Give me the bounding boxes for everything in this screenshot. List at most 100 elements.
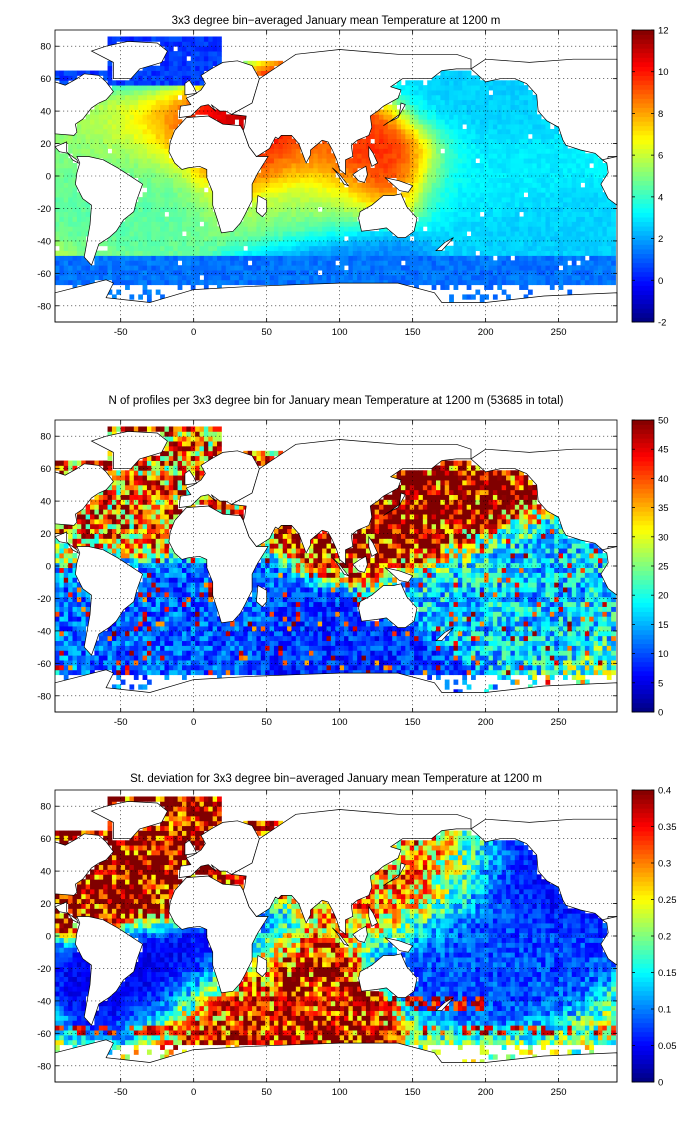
heatmap-cell xyxy=(523,85,529,91)
heatmap-cell xyxy=(164,255,170,261)
heatmap-cell xyxy=(63,523,69,530)
heatmap-cell xyxy=(278,211,284,217)
heatmap-cell xyxy=(554,158,560,164)
heatmap-cell xyxy=(199,55,205,62)
heatmap-cell xyxy=(186,172,192,179)
heatmap-cell xyxy=(138,630,143,637)
heatmap-cell xyxy=(352,226,358,232)
heatmap-cell xyxy=(142,284,148,290)
heatmap-cell xyxy=(68,197,73,203)
heatmap-cell xyxy=(177,216,183,222)
heatmap-cell xyxy=(414,236,419,242)
heatmap-cell xyxy=(396,109,402,115)
heatmap-cell xyxy=(313,240,319,247)
heatmap-cell xyxy=(63,601,69,607)
heatmap-cell xyxy=(352,255,358,261)
heatmap-cell xyxy=(76,626,82,632)
heatmap-cell xyxy=(103,533,108,539)
heatmap-cell xyxy=(357,143,362,149)
heatmap-cell xyxy=(195,221,200,227)
heatmap-cell xyxy=(111,255,117,261)
heatmap-cell xyxy=(142,514,148,520)
heatmap-cell xyxy=(357,201,362,208)
heatmap-cell xyxy=(580,216,586,222)
heatmap-cell xyxy=(300,236,306,242)
heatmap-cell xyxy=(510,231,516,237)
heatmap-cell xyxy=(103,124,108,130)
heatmap-cell xyxy=(186,65,192,71)
heatmap-cell xyxy=(111,669,117,676)
heatmap-cell xyxy=(278,163,284,169)
heatmap-cell xyxy=(125,538,130,544)
heatmap-cell xyxy=(199,51,205,57)
heatmap-cell xyxy=(593,260,599,266)
heatmap-cell xyxy=(444,236,450,242)
heatmap-cell xyxy=(383,279,389,286)
heatmap-cell xyxy=(422,104,428,110)
heatmap-cell xyxy=(282,240,288,247)
heatmap-cell xyxy=(492,128,498,135)
heatmap-cell xyxy=(435,216,441,222)
heatmap-cell xyxy=(72,163,78,169)
heatmap-cell xyxy=(225,274,231,281)
heatmap-cell xyxy=(527,172,533,179)
heatmap-cell xyxy=(68,621,73,627)
heatmap-cell xyxy=(418,216,424,222)
panel-title: N of profiles per 3x3 degree bin for Jan… xyxy=(109,395,564,407)
heatmap-cell xyxy=(76,133,82,140)
heatmap-cell xyxy=(431,201,437,208)
heatmap-cell xyxy=(580,197,586,203)
heatmap-cell xyxy=(541,128,546,135)
heatmap-cell xyxy=(111,36,117,42)
heatmap-cell xyxy=(562,216,568,222)
heatmap-cell xyxy=(164,109,170,115)
heatmap-cell xyxy=(76,655,82,661)
heatmap-cell xyxy=(234,240,240,247)
heatmap-cell xyxy=(199,250,205,256)
heatmap-cell xyxy=(606,231,612,237)
heatmap-cell xyxy=(479,279,485,286)
heatmap-cell xyxy=(462,94,468,101)
heatmap-cell xyxy=(308,221,314,227)
heatmap-cell xyxy=(269,226,275,232)
heatmap-cell xyxy=(287,221,292,227)
heatmap-cell xyxy=(282,250,288,256)
heatmap-cell xyxy=(142,572,148,578)
heatmap-cell xyxy=(68,626,73,632)
heatmap-cell xyxy=(68,75,73,81)
heatmap-cell xyxy=(72,630,78,637)
heatmap-cell xyxy=(492,114,498,120)
heatmap-cell xyxy=(81,119,87,125)
heatmap-cell xyxy=(160,279,165,286)
heatmap-cell xyxy=(133,167,139,174)
heatmap-cell xyxy=(85,201,91,208)
heatmap-cell xyxy=(68,567,73,573)
heatmap-cell xyxy=(344,231,349,237)
heatmap-cell xyxy=(352,192,358,198)
heatmap-cell xyxy=(111,153,117,159)
heatmap-cell xyxy=(519,187,524,193)
heatmap-cell xyxy=(435,231,441,237)
heatmap-cell xyxy=(68,548,73,554)
heatmap-cell xyxy=(532,172,538,179)
heatmap-cell xyxy=(81,523,87,530)
heatmap-cell xyxy=(160,294,165,300)
heatmap-cell xyxy=(85,119,91,125)
heatmap-cell xyxy=(440,167,446,174)
heatmap-cell xyxy=(611,279,616,286)
heatmap-cell xyxy=(497,245,503,252)
heatmap-cell xyxy=(545,206,551,213)
heatmap-cell xyxy=(444,138,450,144)
heatmap-cell xyxy=(138,523,143,530)
heatmap-cell xyxy=(225,260,231,266)
heatmap-cell xyxy=(479,299,485,305)
heatmap-cell xyxy=(449,158,454,164)
heatmap-cell xyxy=(475,211,481,217)
heatmap-cell xyxy=(203,279,209,286)
heatmap-cell xyxy=(195,187,200,193)
heatmap-cell xyxy=(98,104,104,110)
heatmap-cell xyxy=(488,148,494,154)
heatmap-cell xyxy=(116,509,122,515)
heatmap-cell xyxy=(562,177,568,183)
heatmap-cell xyxy=(492,163,498,169)
